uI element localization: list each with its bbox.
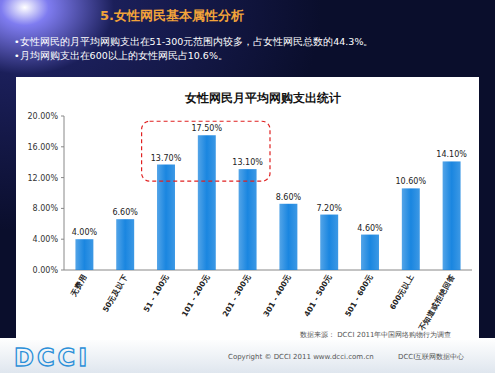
- x-tick-label: 501 - 600元: [343, 273, 375, 319]
- x-tick-label: 无费用: [69, 273, 89, 299]
- data-label: 10.60%: [396, 177, 427, 186]
- bar: [239, 169, 257, 270]
- footer-band: [0, 338, 495, 373]
- bar: [116, 219, 134, 270]
- org: DCCI互联网数据中心: [398, 353, 464, 361]
- slide: 5.女性网民基本属性分析 •女性网民的月平均网购支出在51-300元范围内较多，占…: [0, 0, 495, 373]
- x-tick-label: 50元及以下: [101, 273, 130, 314]
- copyright: Copyright © DCCI 2011 www.dcci.com.cn: [228, 353, 374, 361]
- data-label: 6.60%: [112, 208, 138, 217]
- bar: [320, 215, 338, 270]
- source: 数据来源： DCCI 2011年中国网络购物行为调查: [300, 331, 452, 339]
- x-tick-label: 51 - 100元: [142, 273, 171, 314]
- data-label: 7.20%: [316, 204, 342, 213]
- y-tick-label: 20.00%: [27, 112, 58, 121]
- bar: [157, 165, 175, 270]
- bullet: •月均网购支出在600以上的女性网民占10.6%。: [14, 50, 228, 61]
- data-label: 13.70%: [151, 154, 182, 163]
- data-label: 4.00%: [72, 228, 98, 237]
- bar: [402, 188, 420, 270]
- y-tick-label: 16.00%: [27, 143, 58, 152]
- data-label: 13.10%: [232, 158, 263, 167]
- bar: [198, 135, 216, 270]
- y-axis: [64, 116, 65, 270]
- y-tick-label: 12.00%: [27, 174, 58, 183]
- bar: [443, 161, 461, 270]
- bars: [75, 135, 460, 270]
- bullet: •女性网民的月平均网购支出在51-300元范围内较多，占女性网民总数的44.3%…: [14, 36, 373, 47]
- header-title: 5.女性网民基本属性分析: [100, 8, 244, 23]
- bar: [361, 235, 379, 270]
- y-tick: [61, 270, 64, 271]
- x-tick-label: 600元以上: [388, 273, 416, 312]
- y-tick: [61, 116, 64, 117]
- highlight-box: [142, 121, 270, 181]
- bar: [279, 204, 297, 270]
- y-tick: [61, 208, 64, 209]
- y-tick: [61, 177, 64, 178]
- y-tick-label: 8.00%: [33, 204, 59, 213]
- chart-title: 女性网民月平均网购支出统计: [184, 91, 341, 105]
- logo: DCCI: [14, 344, 90, 372]
- data-label: 14.10%: [436, 150, 467, 159]
- data-label: 4.60%: [357, 224, 383, 233]
- chart-panel: [16, 77, 479, 340]
- x-tick-label: 201 - 300元: [221, 273, 253, 319]
- x-tick-label: 401 - 500元: [302, 273, 334, 319]
- y-tick: [61, 239, 64, 240]
- x-tick-label: 301 - 400元: [262, 273, 294, 319]
- y-tick-label: 0.00%: [33, 266, 59, 275]
- background: [0, 0, 495, 373]
- data-label: 8.60%: [276, 193, 302, 202]
- x-tick-label: 101 - 200元: [180, 273, 212, 319]
- bar: [75, 239, 93, 270]
- y-tick: [61, 146, 64, 147]
- y-tick-label: 4.00%: [33, 235, 59, 244]
- data-label: 17.50%: [192, 124, 223, 133]
- x-tick-label: 不知道或拒绝回答: [416, 272, 456, 333]
